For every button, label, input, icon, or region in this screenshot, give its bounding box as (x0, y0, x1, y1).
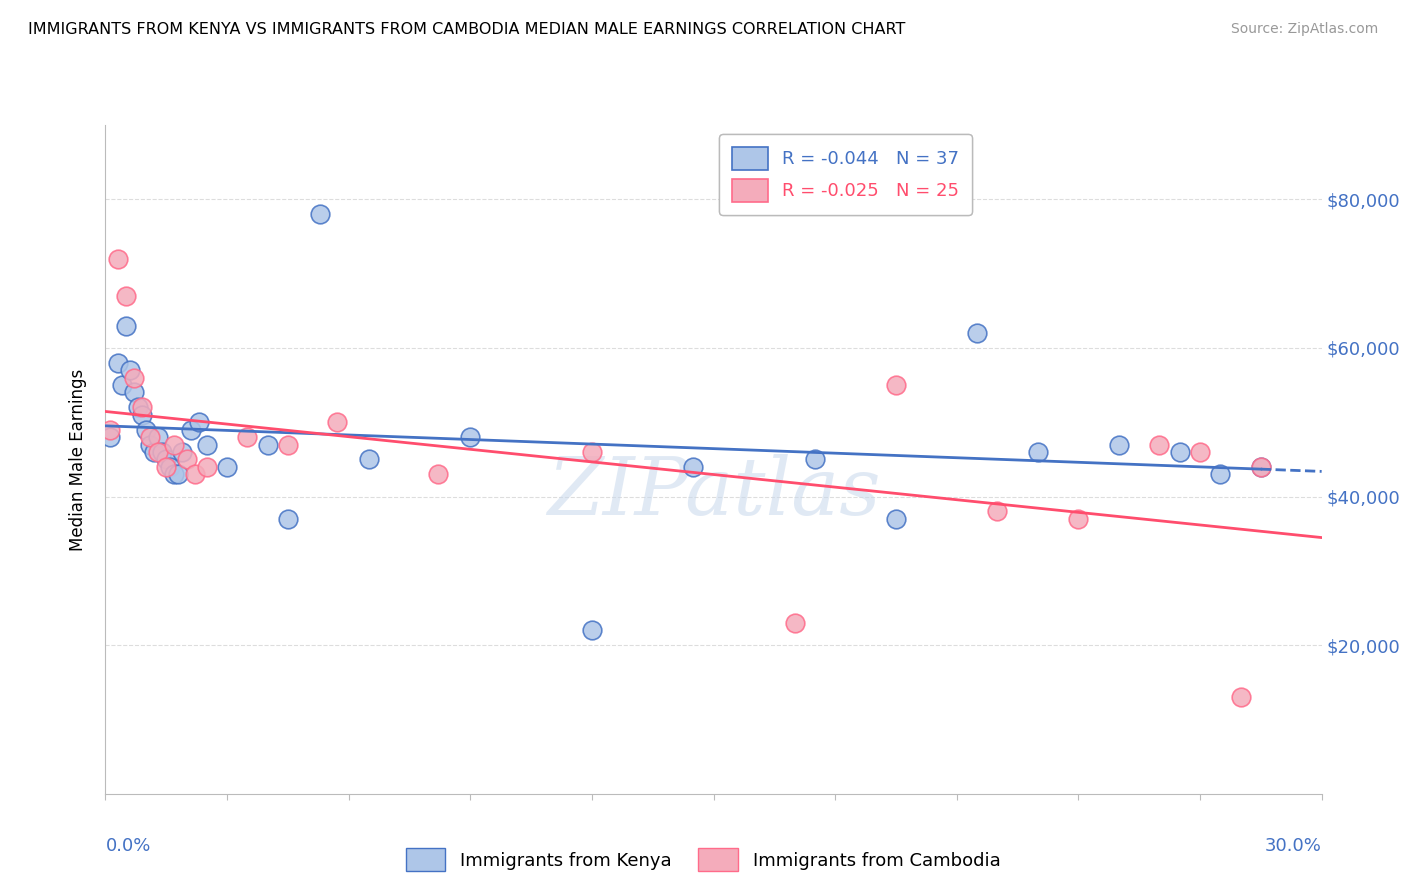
Point (256, 437, 278, 451)
Point (195, 437, 218, 451)
Point (884, 512, 907, 526)
Point (122, 370, 145, 384)
Point (155, 459, 177, 474)
Point (426, 467, 449, 482)
Point (1229, 690, 1251, 705)
Point (187, 415, 209, 429)
Point (357, 452, 380, 467)
Point (131, 401, 153, 415)
Point (1149, 437, 1171, 451)
Text: 0.0%: 0.0% (105, 838, 150, 855)
Point (172, 445, 194, 459)
Point (1026, 445, 1049, 459)
Point (146, 445, 169, 459)
Point (180, 423, 202, 437)
Point (1250, 459, 1272, 474)
Point (236, 430, 259, 444)
Point (143, 445, 166, 459)
Text: ZIPatlas: ZIPatlas (547, 454, 880, 532)
Point (98, 423, 121, 437)
Point (183, 467, 205, 482)
Point (884, 378, 907, 392)
Point (986, 504, 1008, 518)
Point (139, 437, 162, 451)
Y-axis label: Median Male Earnings: Median Male Earnings (69, 368, 87, 550)
Point (98, 430, 121, 444)
Point (217, 459, 239, 474)
Point (1108, 437, 1130, 451)
Point (581, 624, 603, 638)
Point (1168, 445, 1191, 459)
Text: 30.0%: 30.0% (1265, 838, 1322, 855)
Point (581, 445, 603, 459)
Point (107, 356, 129, 370)
Point (804, 452, 827, 467)
Point (135, 423, 157, 437)
Point (325, 415, 347, 429)
Point (167, 467, 190, 482)
Point (1067, 512, 1090, 526)
Point (966, 326, 988, 340)
Point (155, 452, 177, 467)
Text: Source: ZipAtlas.com: Source: ZipAtlas.com (1230, 22, 1378, 37)
Point (159, 459, 181, 474)
Point (1189, 445, 1212, 459)
Point (131, 408, 153, 422)
Point (195, 459, 218, 474)
Point (111, 378, 134, 392)
Legend: R = -0.044   N = 37, R = -0.025   N = 25: R = -0.044 N = 37, R = -0.025 N = 25 (720, 134, 972, 215)
Point (458, 430, 481, 444)
Point (682, 459, 704, 474)
Point (1209, 467, 1232, 482)
Point (783, 615, 806, 630)
Point (146, 430, 169, 444)
Point (122, 385, 145, 400)
Point (163, 437, 186, 451)
Legend: Immigrants from Kenya, Immigrants from Cambodia: Immigrants from Kenya, Immigrants from C… (398, 841, 1008, 879)
Point (127, 401, 149, 415)
Point (150, 445, 173, 459)
Point (277, 437, 299, 451)
Point (163, 467, 186, 482)
Point (118, 363, 141, 377)
Point (277, 512, 299, 526)
Point (139, 430, 162, 444)
Point (309, 207, 332, 221)
Point (114, 318, 136, 333)
Point (114, 289, 136, 303)
Point (107, 252, 129, 266)
Text: IMMIGRANTS FROM KENYA VS IMMIGRANTS FROM CAMBODIA MEDIAN MALE EARNINGS CORRELATI: IMMIGRANTS FROM KENYA VS IMMIGRANTS FROM… (28, 22, 905, 37)
Point (1250, 459, 1272, 474)
Point (176, 452, 198, 467)
